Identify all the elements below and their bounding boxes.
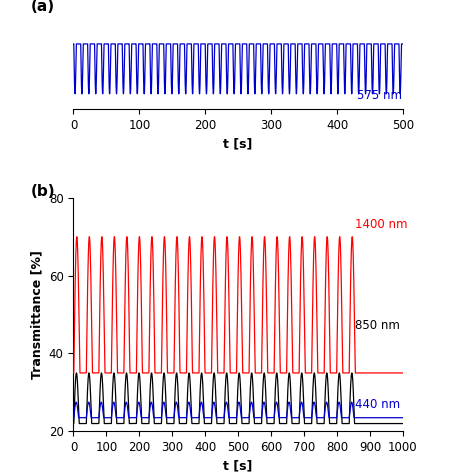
Text: 850 nm: 850 nm [355,319,400,331]
X-axis label: t [s]: t [s] [224,460,253,473]
Text: 440 nm: 440 nm [355,398,400,411]
Text: (a): (a) [31,0,55,14]
Text: 1400 nm: 1400 nm [355,218,408,231]
Text: 575 nm: 575 nm [357,89,402,101]
Y-axis label: Transmittance [%]: Transmittance [%] [30,250,43,379]
X-axis label: t [s]: t [s] [224,137,253,150]
Text: (b): (b) [31,184,55,199]
